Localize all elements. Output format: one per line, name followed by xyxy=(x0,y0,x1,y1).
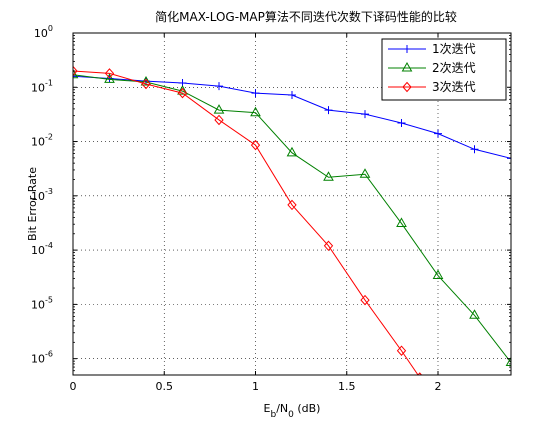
data-point xyxy=(323,171,334,181)
y-tick-power: -3 xyxy=(45,187,53,196)
data-point xyxy=(250,139,261,151)
y-tick-power: -2 xyxy=(45,133,53,142)
chart-title: 简化MAX-LOG-MAP算法不同迭代次数下译码性能的比较 xyxy=(155,9,457,24)
data-point xyxy=(140,75,152,86)
x-axis-label-n: /N xyxy=(276,402,288,415)
x-axis-label: Eb/N0 (dB) xyxy=(264,402,321,420)
data-point xyxy=(141,78,151,90)
series-layer xyxy=(73,65,511,375)
legend-marker xyxy=(402,81,412,93)
x-tick-labels: 0 0.5 1 1.5 2 xyxy=(70,380,442,393)
y-tick-power: 0 xyxy=(48,24,53,33)
y-tick-base: 10 xyxy=(34,27,48,40)
y-tick-base: 10 xyxy=(31,81,45,94)
legend-marker xyxy=(403,45,411,53)
data-point xyxy=(396,345,407,356)
y-tick-label: 10-1 xyxy=(31,78,53,94)
data-point xyxy=(359,168,371,178)
y-tick-label: 10-5 xyxy=(31,295,53,311)
x-tick-label: 0 xyxy=(70,380,77,393)
data-point xyxy=(469,309,480,319)
data-point xyxy=(213,104,225,114)
series-3 xyxy=(73,65,423,375)
data-point xyxy=(361,110,369,119)
data-point xyxy=(287,199,297,211)
y-tick-base: 10 xyxy=(31,353,45,366)
x-tick-label: 2 xyxy=(435,380,442,393)
y-tick-label: 100 xyxy=(34,24,53,40)
data-point xyxy=(432,269,444,280)
data-point xyxy=(177,87,188,99)
x-tick-label: 1.5 xyxy=(338,380,356,393)
legend-label: 2次迭代 xyxy=(432,61,476,75)
legend-label: 3次迭代 xyxy=(432,80,476,94)
x-axis-label-sub-0: 0 xyxy=(288,410,294,420)
data-point xyxy=(324,106,333,115)
data-point xyxy=(396,217,407,227)
x-tick-label: 1 xyxy=(252,380,259,393)
data-point xyxy=(104,68,115,79)
legend-items: 1次迭代 2次迭代 3次迭代 xyxy=(388,42,476,94)
data-point xyxy=(177,85,188,95)
data-point xyxy=(505,356,511,366)
y-tick-label: 10-4 xyxy=(31,241,53,257)
x-axis-label-sub-b: b xyxy=(270,410,276,420)
data-point xyxy=(417,372,423,375)
y-tick-label: 10-3 xyxy=(31,187,53,203)
x-axis-label-unit: (dB) xyxy=(294,402,321,415)
legend-item: 3次迭代 xyxy=(388,80,476,94)
legend-label: 1次迭代 xyxy=(432,42,476,56)
y-axis-label: Bit Error Rate xyxy=(26,167,39,241)
data-point xyxy=(470,145,479,154)
x-axis-label-e: E xyxy=(264,402,271,415)
y-tick-label: 10-2 xyxy=(31,133,53,149)
data-point xyxy=(288,91,296,100)
legend: 1次迭代 2次迭代 3次迭代 xyxy=(381,38,507,101)
data-point xyxy=(323,240,334,252)
series-line xyxy=(73,74,511,363)
data-point xyxy=(397,118,406,127)
y-tick-label: 10-6 xyxy=(31,350,53,366)
data-point xyxy=(214,114,224,126)
data-point xyxy=(250,106,261,117)
y-tick-base: 10 xyxy=(31,136,45,149)
y-tick-power: -5 xyxy=(45,295,53,304)
y-tick-power: -4 xyxy=(45,241,53,250)
x-tick-label: 0.5 xyxy=(156,380,174,393)
series-2 xyxy=(73,68,511,366)
data-point xyxy=(73,65,78,77)
y-tick-base: 10 xyxy=(31,298,45,311)
y-tick-base: 10 xyxy=(31,244,45,257)
y-tick-power: -1 xyxy=(45,78,53,87)
legend-marker xyxy=(401,61,413,72)
data-point xyxy=(360,294,370,306)
data-point xyxy=(104,73,115,83)
series-1 xyxy=(73,72,511,163)
data-point xyxy=(286,146,298,157)
legend-item: 2次迭代 xyxy=(388,61,476,75)
legend-item: 1次迭代 xyxy=(388,42,476,56)
data-point xyxy=(434,129,442,138)
data-point xyxy=(215,82,223,91)
data-point xyxy=(251,89,260,98)
data-point xyxy=(507,154,511,163)
y-tick-base: 10 xyxy=(31,190,45,203)
data-point xyxy=(73,68,79,79)
series-line xyxy=(73,70,419,375)
data-point xyxy=(73,72,77,81)
axis-ticks xyxy=(72,32,511,375)
y-tick-power: -6 xyxy=(45,350,53,359)
